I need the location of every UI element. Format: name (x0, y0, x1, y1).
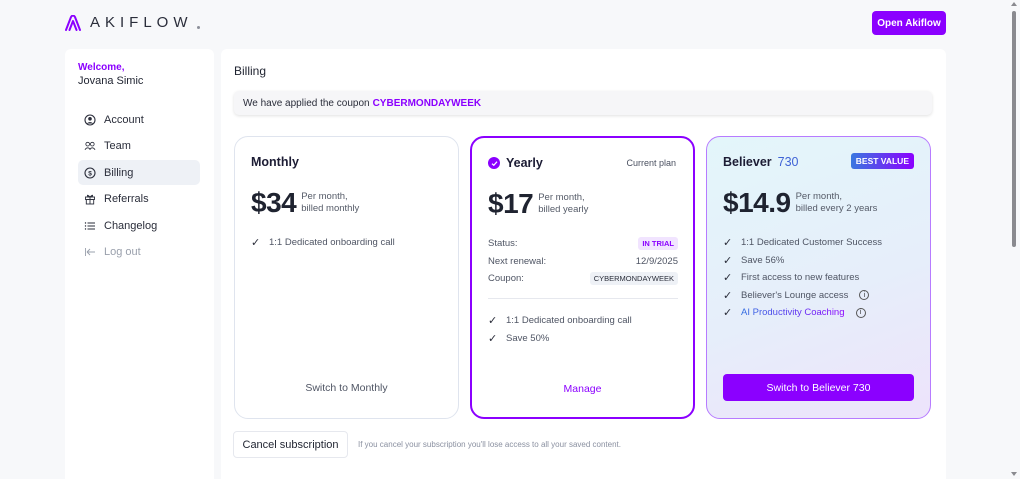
plan-card-yearly: Yearly Current plan $17 Per month, billed… (470, 136, 695, 419)
sidebar-item-logout[interactable]: Log out (78, 240, 200, 265)
sidebar-item-team[interactable]: Team (78, 134, 200, 159)
feature-item: ✓ AI Productivity Coaching i (723, 304, 882, 322)
coupon-notice-text: We have applied the coupon (243, 97, 370, 109)
plan-price: $17 (488, 188, 534, 219)
renewal-date: 12/9/2025 (635, 255, 678, 267)
scrollbar[interactable] (1008, 0, 1020, 479)
plan-price: $34 (251, 187, 297, 218)
coupon-tag: CYBERMONDAYWEEK (589, 272, 678, 286)
feature-item: ✓ Save 50% (488, 332, 550, 345)
akiflow-logo-icon (65, 14, 81, 31)
status-row: Status: IN TRIAL (488, 235, 678, 253)
coupon-row: Coupon: CYBERMONDAYWEEK (488, 270, 678, 288)
price-note: Per month, billed monthly (301, 191, 360, 214)
open-akiflow-button[interactable]: Open Akiflow (872, 11, 946, 35)
plan-price: $14.9 (723, 187, 791, 218)
plan-name: Believer (723, 155, 772, 169)
scroll-thumb[interactable] (1012, 11, 1016, 247)
feature-item: ✓ Believer's Lounge access i (723, 287, 882, 305)
dollar-circle-icon: $ (84, 166, 96, 179)
plan-header: Yearly (488, 156, 543, 170)
sidebar-item-label: Billing (104, 166, 134, 179)
users-icon (84, 140, 96, 152)
plan-name: Yearly (506, 156, 543, 170)
plan-name-suffix: 730 (777, 155, 799, 169)
feature-item: ✓ 1:1 Dedicated Customer Success (723, 237, 882, 250)
svg-text:$: $ (88, 170, 92, 177)
user-circle-icon (84, 113, 96, 126)
scroll-up-arrow-icon[interactable] (1011, 2, 1017, 6)
plan-card-believer: Believer 730 BEST VALUE $14.9 Per month, b… (706, 136, 931, 419)
price-note: Per month, billed every 2 years (795, 191, 878, 214)
price-row: $14.9 Per month, billed every 2 years (723, 187, 877, 219)
current-plan-label: Current plan (626, 158, 676, 168)
switch-to-believer-button[interactable]: Switch to Believer 730 (723, 374, 914, 401)
feature-item: ✓ First access to new features (723, 272, 860, 285)
feature-list: ✓ 1:1 Dedicated onboarding call ✓ Save 50% (488, 312, 632, 347)
ai-coaching-link[interactable]: AI Productivity Coaching (741, 307, 845, 319)
sidebar-item-account[interactable]: Account (78, 107, 200, 132)
coupon-notice: We have applied the coupon CYBERMONDAYWE… (234, 91, 932, 115)
logout-icon (84, 246, 96, 258)
info-icon[interactable]: i (859, 290, 870, 301)
manage-button[interactable]: Manage (563, 383, 602, 395)
coupon-code: CYBERMONDAYWEEK (372, 97, 482, 109)
plan-card-monthly: Monthly $34 Per month, billed monthly ✓ 1:… (234, 136, 459, 419)
feature-item: ✓ 1:1 Dedicated onboarding call (251, 237, 395, 250)
check-icon: ✓ (251, 237, 261, 250)
feature-list: ✓ 1:1 Dedicated onboarding call (251, 234, 395, 252)
check-icon: ✓ (723, 272, 733, 285)
status-badge: IN TRIAL (638, 237, 678, 251)
sidebar-nav: Account Team $ Billing Referrals Changel… (78, 107, 200, 266)
check-icon: ✓ (488, 332, 498, 345)
list-icon (84, 220, 96, 232)
cancel-subscription-button[interactable]: Cancel subscription (233, 431, 348, 458)
cancel-note: If you cancel your subscription you'll l… (358, 440, 621, 449)
check-icon: ✓ (723, 237, 733, 250)
check-icon: ✓ (723, 307, 733, 320)
check-icon: ✓ (723, 289, 733, 302)
plan-name: Monthly (251, 155, 299, 169)
welcome-label: Welcome, (78, 62, 125, 73)
sidebar-item-label: Referrals (104, 193, 149, 205)
sidebar-item-label: Changelog (104, 219, 158, 232)
sidebar-item-label: Log out (104, 246, 141, 258)
sidebar-item-changelog[interactable]: Changelog (78, 213, 200, 238)
best-value-badge: BEST VALUE (850, 153, 914, 169)
subscription-details: Status: IN TRIAL Next renewal: 12/9/2025 C… (488, 235, 678, 288)
selected-check-icon (488, 157, 500, 169)
scroll-down-arrow-icon[interactable] (1011, 472, 1017, 476)
page-title: Billing (234, 64, 267, 78)
divider (488, 298, 678, 299)
plan-header: Believer 730 (723, 155, 799, 169)
feature-item: ✓ 1:1 Dedicated onboarding call (488, 315, 632, 328)
price-note: Per month, billed yearly (538, 192, 589, 215)
sidebar-item-billing[interactable]: $ Billing (78, 160, 200, 185)
price-row: $17 Per month, billed yearly (488, 188, 588, 220)
brand-name: AKIFLOW (90, 14, 193, 31)
brand-dot (196, 26, 200, 29)
feature-item: ✓ Save 56% (723, 254, 785, 267)
switch-to-monthly-button[interactable]: Switch to Monthly (305, 382, 388, 394)
user-name: Jovana Simic (78, 75, 144, 87)
feature-list: ✓ 1:1 Dedicated Customer Success ✓ Save 56… (723, 234, 882, 322)
akiflow-logo[interactable]: AKIFLOW (64, 14, 200, 31)
gift-icon (84, 193, 96, 205)
sidebar-item-label: Account (104, 113, 144, 126)
info-icon[interactable]: i (855, 307, 866, 318)
sidebar-item-label: Team (104, 140, 131, 152)
check-icon: ✓ (488, 315, 498, 328)
sidebar-item-referrals[interactable]: Referrals (78, 187, 200, 212)
renewal-row: Next renewal: 12/9/2025 (488, 255, 678, 267)
check-icon: ✓ (723, 254, 733, 267)
price-row: $34 Per month, billed monthly (251, 187, 359, 219)
sidebar: Welcome, Jovana Simic Account Team $ Bil… (65, 49, 214, 479)
main-panel: Billing We have applied the coupon CYBER… (221, 49, 946, 479)
top-bar: AKIFLOW Open Akiflow (0, 0, 1008, 46)
